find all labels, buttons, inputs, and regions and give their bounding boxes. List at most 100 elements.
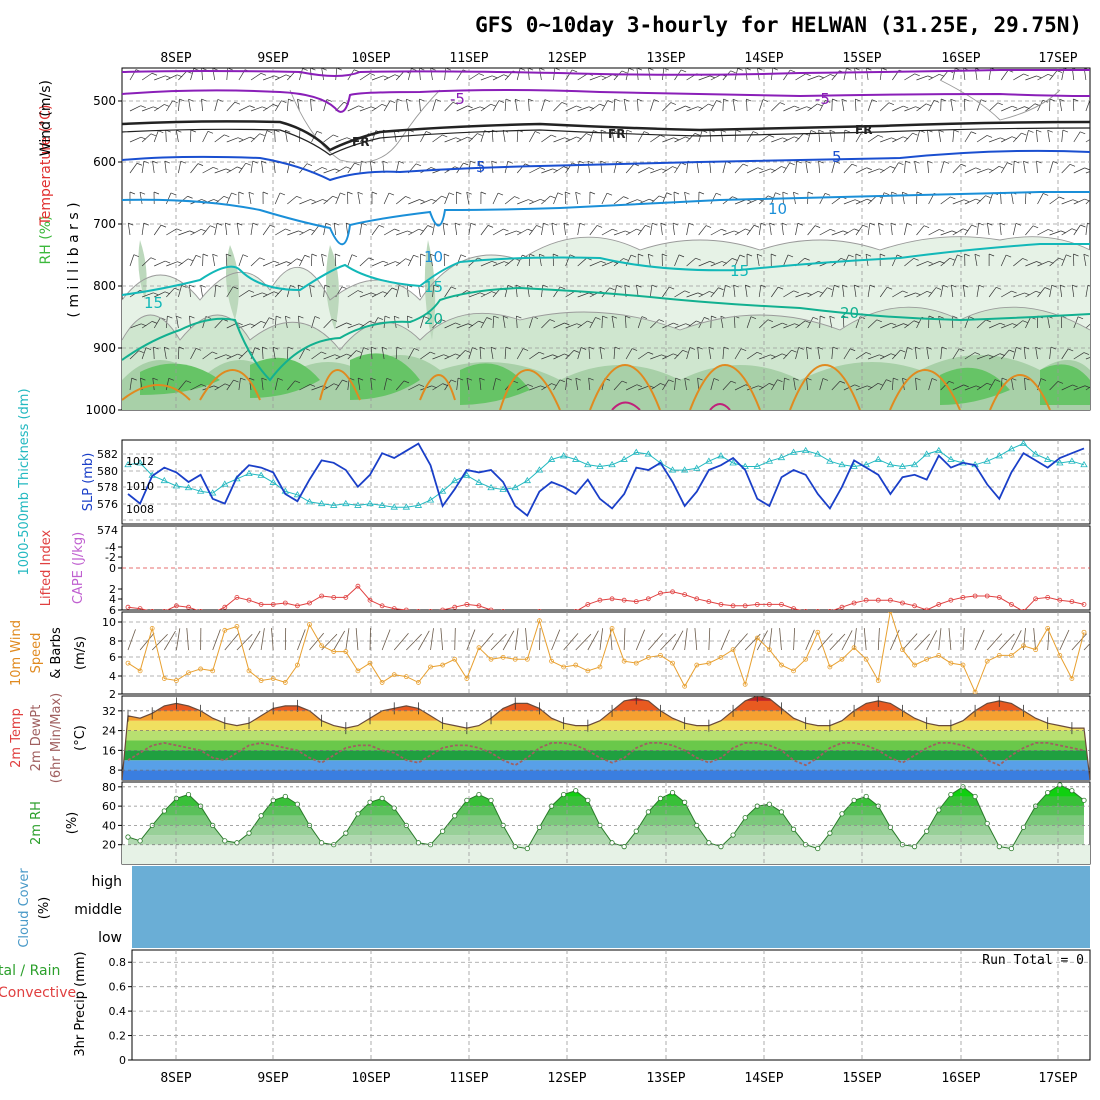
wind-barb [674, 350, 683, 360]
data-point [972, 593, 978, 599]
data-point [850, 462, 858, 469]
rh-contours [122, 79, 1090, 351]
data-point [390, 503, 398, 510]
wind-barb [311, 199, 323, 205]
wind-barb-flag [648, 167, 655, 170]
wind-barb-flag [200, 284, 206, 288]
wind-barb-flag [225, 354, 232, 358]
wind-barb-flag [1058, 257, 1064, 261]
data-point [1033, 596, 1038, 602]
wind-barb [275, 228, 286, 236]
wind-barb [745, 99, 748, 112]
wind-barb-flag [855, 98, 861, 102]
data-point [948, 791, 954, 798]
data-point [501, 609, 506, 610]
data-point [815, 845, 821, 852]
wind-barb [879, 379, 887, 391]
wind-barb-flag [477, 133, 483, 136]
wind-barb-flag [136, 162, 143, 166]
wind-barb-flag [529, 253, 535, 257]
wind-barb [674, 290, 685, 298]
data-point [1021, 609, 1026, 610]
wind-barb [783, 162, 790, 174]
wind-barb [880, 166, 891, 174]
tick-label: 40 [102, 819, 116, 832]
wind-barb [299, 68, 303, 81]
wind-barb [139, 632, 155, 651]
wind-barb-flag [670, 102, 677, 105]
wind-barb-flag [762, 99, 769, 102]
wind-barb [734, 163, 744, 174]
wind-barb-flag [195, 254, 202, 258]
wind-barb [733, 315, 736, 329]
wind-barb [225, 253, 228, 267]
wind-barb-flag [407, 230, 413, 234]
wind-barb-flag [948, 381, 955, 384]
data-point [137, 606, 143, 610]
date-label-top: 12SEP [547, 51, 586, 66]
wind-barb-flag [302, 68, 308, 71]
wind-barb [1013, 73, 1024, 81]
wind-barb [988, 102, 999, 112]
wind-barb [698, 225, 707, 236]
tick-label: 2 [109, 583, 116, 596]
wind-barb [1047, 316, 1050, 329]
wind-barb-flag [405, 258, 411, 261]
wind-barb-flag [623, 258, 629, 261]
wind-barb-flag [684, 377, 690, 381]
data-point [137, 838, 143, 844]
thickness-label: 1000-500mb Thickness (dm) [17, 388, 32, 575]
wind-barb [164, 161, 167, 174]
slp-label: SLP (mb) [81, 453, 96, 512]
wind-barb [357, 378, 361, 391]
wind-barb [541, 223, 544, 236]
wind-barb-flag [843, 315, 849, 319]
wind-barb [638, 351, 649, 360]
tick-label: 500 [93, 94, 116, 108]
wind-barb [214, 99, 219, 112]
wind-barb-flag [688, 222, 694, 226]
data-point [487, 483, 495, 491]
wind-barb-flag [1024, 292, 1030, 296]
data-point [136, 459, 144, 466]
wind-barb-flag [697, 377, 703, 381]
data-point [718, 844, 724, 850]
wind-barb [698, 291, 710, 298]
data-point [186, 670, 191, 676]
wind-barb [672, 630, 684, 651]
data-point [645, 596, 651, 602]
wind-barb [1025, 75, 1037, 81]
wind-barb [456, 105, 468, 112]
wind-barb-flag [942, 284, 949, 288]
wind-barb-flag [746, 253, 753, 257]
wind-barb [1023, 161, 1026, 174]
wind-barb [1012, 347, 1017, 360]
wind-barb [795, 73, 806, 81]
data-point [428, 609, 433, 610]
data-point [379, 680, 385, 685]
wind-barb [867, 223, 871, 236]
wind-barb [383, 192, 390, 205]
wind-barb-flag [651, 284, 657, 288]
wind-barb [395, 70, 405, 81]
wind-barb-flag [1068, 348, 1074, 352]
data-point [597, 597, 603, 603]
wind-barb [262, 317, 270, 329]
wind-barb [625, 199, 638, 205]
wind-barb-flag [276, 315, 282, 319]
wind-barb [190, 229, 202, 236]
wind-barb-flag [576, 105, 582, 109]
wind-barb [1047, 130, 1050, 143]
wind-barb [371, 317, 379, 329]
wind-barb-flag [261, 377, 267, 381]
wind-barb [1037, 100, 1044, 112]
wind-barb [202, 351, 213, 360]
data-point [729, 459, 737, 466]
wind-barb [541, 285, 544, 298]
temp-band [122, 760, 1090, 771]
wind-barb [867, 135, 879, 143]
wind-barb [817, 633, 833, 651]
wind-barb [286, 285, 291, 298]
wind-barb [831, 285, 835, 298]
